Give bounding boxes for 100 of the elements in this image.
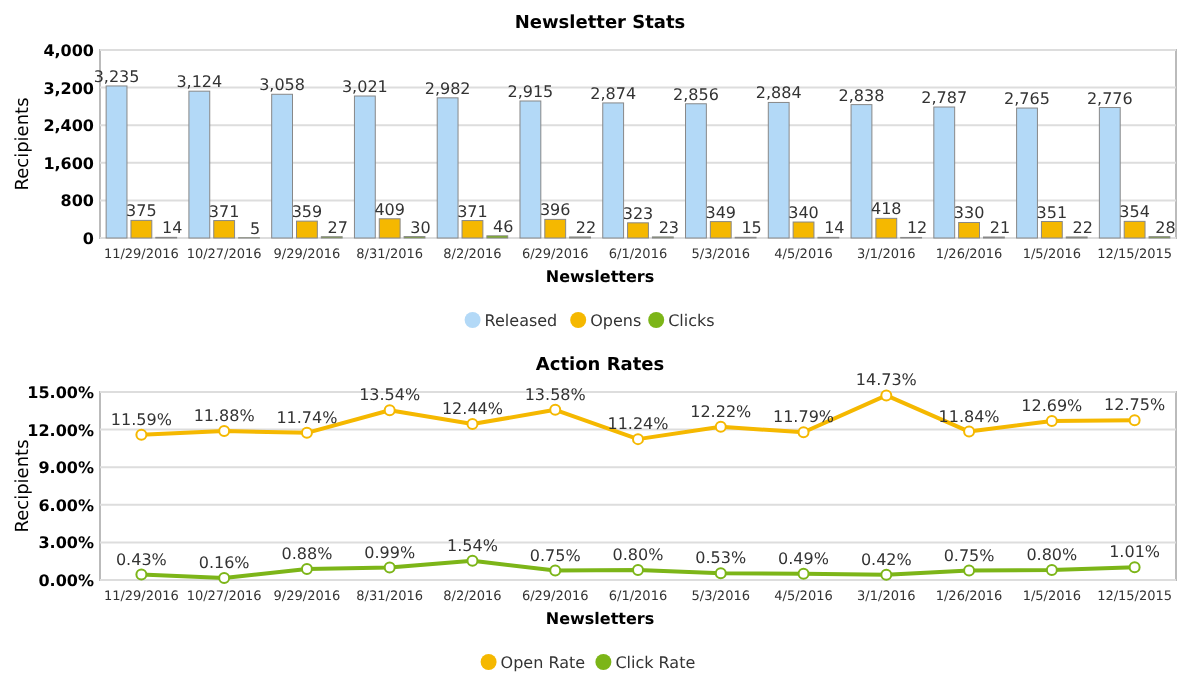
- data-label: 5: [249, 219, 261, 238]
- y-tick-label: 3.00%: [38, 534, 94, 553]
- data-label: 13.54%: [359, 386, 421, 405]
- data-label: 2,915: [507, 83, 554, 101]
- legend-label: Released: [484, 312, 558, 330]
- data-label: 0.16%: [198, 553, 251, 572]
- data-label: 2,884: [755, 84, 802, 103]
- point: [218, 425, 231, 438]
- data-label: 14: [824, 219, 845, 238]
- point: [383, 561, 396, 574]
- data-label: 12.75%: [1104, 396, 1166, 415]
- point: [466, 554, 479, 567]
- point: [880, 568, 893, 581]
- data-label: 2,982: [424, 79, 471, 98]
- data-label: 359: [291, 203, 323, 222]
- data-label: 22: [1072, 218, 1093, 237]
- point: [714, 420, 727, 433]
- point: [714, 567, 727, 580]
- point: [300, 426, 313, 439]
- legend-label: Opens: [590, 312, 642, 330]
- data-label: 11.88%: [193, 407, 256, 426]
- y-tick-label: 1,600: [43, 154, 95, 173]
- data-label: 354: [1119, 203, 1150, 222]
- data-label: 11.24%: [607, 415, 670, 434]
- data-label: 371: [457, 202, 488, 221]
- point: [218, 571, 231, 584]
- point: [797, 426, 810, 439]
- data-label: 3,058: [259, 76, 305, 95]
- data-label: 14.73%: [855, 371, 918, 390]
- y-tick-label: 0: [82, 230, 95, 248]
- data-label: 0.75%: [943, 546, 996, 565]
- data-label: 0.43%: [115, 550, 168, 569]
- data-label: 3,124: [176, 73, 223, 92]
- data-label: 375: [126, 202, 157, 221]
- y-tick-label: 12.00%: [27, 421, 94, 440]
- data-label: 323: [622, 204, 654, 223]
- point: [383, 404, 396, 417]
- y-tick-label: 0.00%: [38, 572, 94, 590]
- data-label: 0.49%: [778, 549, 830, 568]
- data-label: 0.80%: [1026, 545, 1079, 564]
- point: [1128, 561, 1141, 574]
- data-label: 0.99%: [364, 543, 416, 562]
- data-label: 11.79%: [773, 408, 835, 427]
- data-label: 1.01%: [1109, 543, 1161, 562]
- data-label: 3,021: [341, 78, 388, 97]
- data-label: 418: [871, 200, 902, 219]
- data-label: 0.42%: [860, 550, 913, 569]
- data-label: 330: [953, 204, 985, 223]
- point: [300, 562, 313, 575]
- data-label: 0.75%: [529, 546, 582, 565]
- point: [549, 403, 562, 416]
- data-label: 11.74%: [276, 408, 339, 427]
- point: [797, 567, 810, 580]
- y-tick-label: 6.00%: [38, 496, 94, 515]
- data-label: 30: [410, 218, 431, 237]
- data-label: 11.84%: [938, 407, 1001, 426]
- data-label: 46: [493, 217, 514, 236]
- chart-title: Action Rates: [535, 356, 665, 376]
- data-label: 0.88%: [281, 544, 334, 563]
- data-label: 15: [741, 219, 762, 238]
- data-label: 2,874: [590, 84, 637, 103]
- y-tick-label: 3,200: [43, 79, 95, 98]
- data-label: 12.22%: [690, 402, 753, 421]
- data-label: 14: [162, 219, 183, 238]
- data-label: 27: [327, 218, 348, 237]
- data-label: 2,787: [921, 89, 968, 108]
- data-label: 409: [374, 200, 405, 219]
- data-label: 11.59%: [110, 410, 173, 429]
- data-label: 2,765: [1004, 90, 1050, 109]
- point: [466, 418, 479, 431]
- point: [135, 428, 148, 441]
- y-tick-label: 2,400: [43, 117, 95, 136]
- data-label: 1.54%: [447, 536, 499, 555]
- point: [1045, 414, 1058, 427]
- y-tick-label: 9.00%: [38, 459, 94, 478]
- data-label: 3,235: [93, 67, 140, 86]
- point: [135, 568, 148, 581]
- data-label: 2,856: [673, 85, 719, 104]
- point: [963, 564, 976, 577]
- legend-label: Open Rate: [500, 654, 586, 672]
- point: [632, 433, 644, 446]
- point: [549, 564, 562, 577]
- point: [880, 389, 893, 402]
- y-tick-label: 4,000: [43, 42, 95, 60]
- data-label: 396: [539, 201, 571, 220]
- data-label: 23: [658, 218, 680, 237]
- point: [632, 563, 644, 576]
- data-label: 12.44%: [441, 400, 504, 419]
- y-axis-title: Recipients: [14, 96, 34, 191]
- data-label: 21: [989, 219, 1011, 238]
- y-axis-title: Recipients: [14, 438, 34, 533]
- data-label: 13.58%: [524, 385, 587, 404]
- data-label: 371: [208, 202, 240, 221]
- y-tick-label: 800: [60, 192, 95, 211]
- data-label: 12: [906, 219, 928, 238]
- legend-label: Clicks: [668, 312, 715, 330]
- x-axis-title: Newsletters: [545, 610, 655, 628]
- point: [1045, 563, 1058, 576]
- data-label: 22: [575, 218, 597, 237]
- data-label: 0.53%: [695, 549, 747, 568]
